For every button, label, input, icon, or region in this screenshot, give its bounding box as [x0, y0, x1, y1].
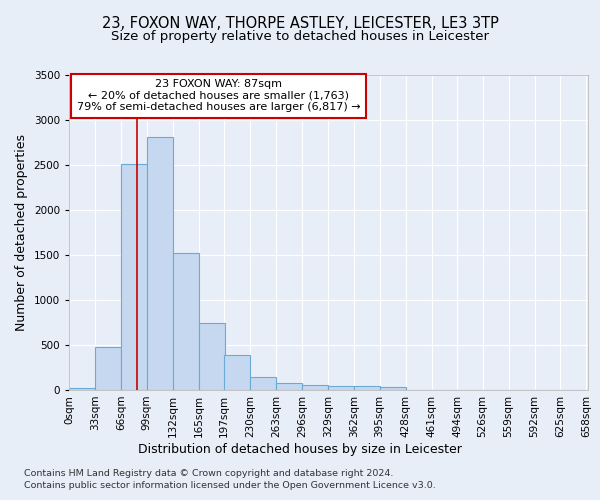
Bar	[328, 386, 353, 390]
Text: Distribution of detached houses by size in Leicester: Distribution of detached houses by size …	[138, 442, 462, 456]
Text: Size of property relative to detached houses in Leicester: Size of property relative to detached ho…	[111, 30, 489, 43]
Bar	[199, 322, 224, 390]
Bar	[69, 388, 95, 390]
Bar	[173, 253, 199, 390]
Bar	[95, 347, 121, 390]
Text: 23 FOXON WAY: 87sqm
← 20% of detached houses are smaller (1,763)
79% of semi-det: 23 FOXON WAY: 87sqm ← 20% of detached ho…	[77, 79, 360, 112]
Bar	[250, 377, 276, 390]
Bar	[121, 164, 147, 390]
Text: Contains public sector information licensed under the Open Government Licence v3: Contains public sector information licen…	[24, 481, 436, 490]
Bar	[224, 355, 250, 390]
Y-axis label: Number of detached properties: Number of detached properties	[15, 134, 28, 331]
Bar	[147, 137, 173, 390]
Bar	[380, 387, 406, 390]
Bar	[353, 386, 380, 390]
Bar	[302, 385, 328, 390]
Bar	[276, 383, 302, 390]
Text: Contains HM Land Registry data © Crown copyright and database right 2024.: Contains HM Land Registry data © Crown c…	[24, 469, 394, 478]
Text: 23, FOXON WAY, THORPE ASTLEY, LEICESTER, LE3 3TP: 23, FOXON WAY, THORPE ASTLEY, LEICESTER,…	[101, 16, 499, 31]
